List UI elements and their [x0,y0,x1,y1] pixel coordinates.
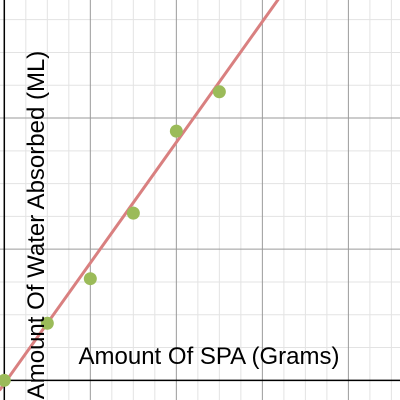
y-axis-title: Amount Of Water Absorbed (ML) [23,51,50,400]
trendline [0,0,280,392]
x-axis-title: Amount Of SPA (Grams) [79,343,340,370]
data-point [212,85,226,99]
data-points [0,85,226,387]
data-point [169,124,183,138]
data-point [0,373,11,387]
data-point [126,206,140,220]
data-point [83,272,97,286]
data-point [40,316,54,330]
